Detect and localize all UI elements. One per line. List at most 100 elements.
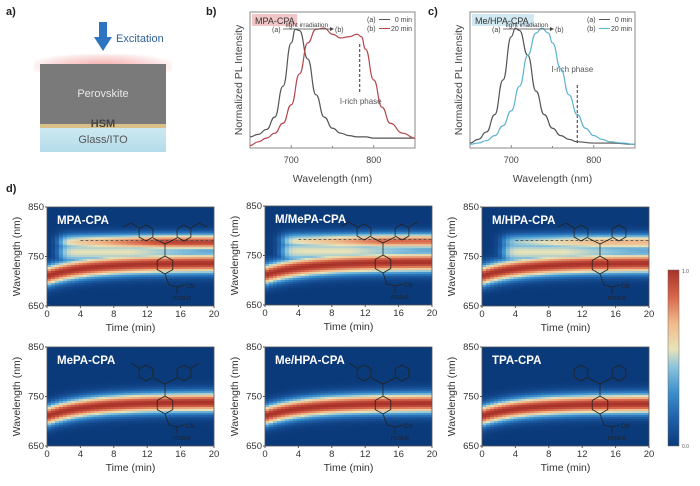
heatmap-cell bbox=[202, 240, 207, 244]
heatmap-cell bbox=[513, 240, 519, 244]
heatmap-cell bbox=[58, 254, 64, 258]
heatmap-cell bbox=[106, 296, 112, 299]
heatmap-cell bbox=[340, 249, 346, 253]
heatmap-cell bbox=[158, 218, 163, 222]
heatmap-cell bbox=[66, 304, 72, 306]
legend-key: (a) bbox=[367, 17, 376, 24]
heatmap-cell bbox=[284, 231, 290, 235]
heatmap-cell bbox=[130, 218, 136, 222]
heatmap-cell bbox=[352, 229, 358, 233]
heatmap-cell bbox=[276, 259, 282, 263]
heatmap-cell bbox=[90, 232, 96, 236]
bond bbox=[164, 237, 178, 245]
heatmap-cell bbox=[51, 222, 56, 226]
heatmap-cell bbox=[356, 247, 362, 251]
heatmap-cell bbox=[51, 209, 56, 212]
heatmap-cell bbox=[70, 274, 76, 277]
heatmap-cell bbox=[206, 262, 211, 265]
heatmap-cell bbox=[493, 212, 499, 216]
heatmap-cell bbox=[320, 249, 326, 253]
heatmap-cell bbox=[284, 269, 290, 272]
heatmap-cell bbox=[420, 281, 425, 284]
heatmap-cell bbox=[336, 221, 342, 225]
heatmap-cell bbox=[525, 216, 531, 220]
heatmap-cell bbox=[154, 258, 159, 262]
heatmap-cell bbox=[47, 270, 52, 273]
heatmap-cell bbox=[380, 293, 385, 296]
heatmap-cell bbox=[408, 281, 413, 284]
heatmap-cell bbox=[328, 245, 334, 249]
heatmap-cell bbox=[490, 262, 495, 265]
heatmap-cell bbox=[126, 268, 132, 271]
heatmap-cell bbox=[320, 251, 326, 255]
heatmap-cell bbox=[134, 298, 140, 301]
heatmap-cell bbox=[304, 206, 310, 209]
heatmap-cell bbox=[94, 282, 100, 285]
heatmap-cell bbox=[308, 227, 314, 231]
heatmap-cell bbox=[86, 296, 92, 299]
heatmap-cell bbox=[102, 286, 108, 289]
heatmap-cell bbox=[517, 276, 523, 279]
heatmap-cell bbox=[380, 297, 385, 300]
heatmap-cell bbox=[420, 233, 425, 237]
heatmap-cell bbox=[428, 231, 432, 235]
heatmap-cell bbox=[114, 284, 120, 287]
heatmap-cell bbox=[58, 274, 64, 277]
heatmap-cell bbox=[114, 282, 120, 285]
heatmap-cell bbox=[134, 222, 140, 226]
heatmap-cell bbox=[424, 237, 429, 241]
heatmap-cell bbox=[170, 248, 175, 252]
heatmap-cell bbox=[51, 268, 56, 271]
heatmap-cell bbox=[206, 278, 211, 281]
heatmap-cell bbox=[66, 209, 72, 212]
heatmap-cell bbox=[296, 265, 302, 268]
heatmap-cell bbox=[316, 265, 322, 268]
heatmap-cell bbox=[210, 288, 214, 291]
heatmap-cell bbox=[501, 304, 507, 306]
heatmap-cell bbox=[292, 265, 298, 268]
heatmap-cell bbox=[356, 289, 362, 292]
heatmap-cell bbox=[482, 298, 487, 301]
heatmap-cell bbox=[380, 221, 385, 225]
heatmap-cell bbox=[513, 302, 519, 305]
heatmap-cell bbox=[178, 252, 183, 256]
heatmap-cell bbox=[166, 232, 171, 236]
heatmap-cell bbox=[284, 245, 290, 249]
heatmap-cell bbox=[364, 213, 369, 217]
heatmap-cell bbox=[517, 266, 523, 269]
heatmap-cell bbox=[62, 250, 68, 254]
heatmap-cell bbox=[420, 245, 425, 249]
heatmap-cell bbox=[352, 263, 358, 266]
heatmap-cell bbox=[280, 271, 286, 274]
heatmap-cell bbox=[82, 240, 88, 244]
heatmap-cell bbox=[400, 231, 405, 235]
heatmap-cell bbox=[265, 285, 270, 288]
heatmap-cell bbox=[490, 254, 495, 258]
heatmap-cell bbox=[408, 267, 413, 270]
heatmap-cell bbox=[529, 211, 535, 214]
heatmap-cell bbox=[154, 266, 159, 269]
heatmap-cell bbox=[142, 264, 147, 267]
heatmap-cell bbox=[51, 262, 56, 265]
heatmap-cell bbox=[308, 281, 314, 284]
heatmap-cell bbox=[280, 219, 286, 223]
heatmap-cell bbox=[269, 299, 274, 302]
arrow-to-label: (b) bbox=[335, 27, 344, 34]
heatmap-cell bbox=[372, 263, 377, 266]
heatmap-cell bbox=[158, 212, 163, 216]
heatmap-cell bbox=[497, 270, 503, 273]
heatmap-cell bbox=[348, 263, 354, 266]
heatmap-cell bbox=[94, 207, 100, 210]
heatmap-cell bbox=[122, 220, 128, 224]
heatmap-cell bbox=[486, 252, 491, 256]
heatmap-cell bbox=[288, 208, 294, 211]
heatmap-cell bbox=[58, 270, 64, 273]
heatmap-cell bbox=[312, 233, 318, 237]
heatmap-cell bbox=[400, 295, 405, 298]
heatmap-cell bbox=[102, 218, 108, 222]
heatmap-cell bbox=[114, 209, 120, 212]
heatmap-cell bbox=[420, 261, 425, 264]
heatmap-cell bbox=[400, 281, 405, 284]
heatmap-cell bbox=[497, 288, 503, 291]
heatmap-cell bbox=[304, 217, 310, 221]
